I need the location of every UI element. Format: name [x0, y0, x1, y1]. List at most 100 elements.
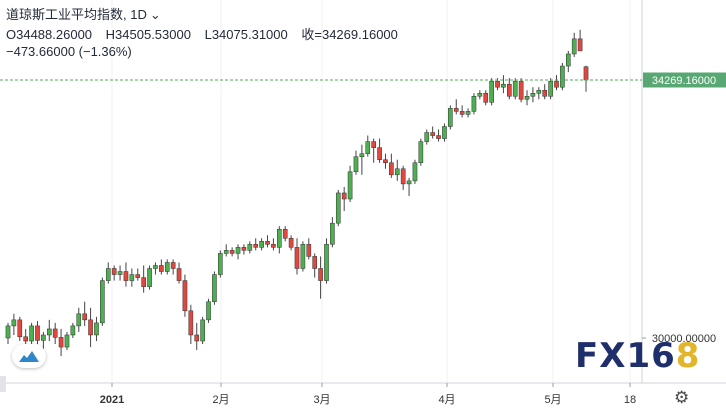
candle-body: [477, 92, 483, 97]
candle-body: [64, 334, 70, 348]
candle-body: [52, 328, 58, 338]
candle-body: [330, 222, 335, 245]
candle-body: [512, 80, 518, 97]
candle-body: [389, 162, 394, 176]
candle-body: [105, 268, 111, 281]
candle-body: [418, 141, 424, 163]
candle-body: [29, 325, 34, 342]
candle-body: [347, 171, 353, 200]
legend-title: 道琼斯工业平均指数, 1D ⌄: [6, 4, 161, 23]
candle-body: [117, 271, 123, 275]
candle-body: [436, 135, 441, 139]
candle-body: [111, 268, 117, 275]
candle-body: [548, 80, 553, 97]
candle-body: [11, 319, 17, 327]
candle-body: [135, 274, 141, 278]
y-axis-ticks: 30000.00000: [642, 333, 716, 345]
last-price-tag: [643, 72, 726, 88]
fx168-watermark: FX168: [575, 336, 700, 376]
candle-body: [35, 325, 40, 341]
candle-body: [312, 256, 318, 269]
x-tick-label: 2021: [100, 394, 124, 406]
x-tick-label: 5月: [544, 394, 561, 406]
candle-body: [253, 244, 259, 248]
candle-body: [377, 147, 382, 160]
cloud-icon: [19, 351, 39, 362]
candle-body: [524, 96, 530, 100]
candle-body: [324, 244, 329, 281]
candle-body: [495, 80, 500, 88]
high-value: H34505.53000: [105, 27, 191, 42]
interval-label[interactable]: , 1D: [123, 7, 147, 22]
candle-body: [70, 325, 76, 336]
change-value: −473.66000 (−1.36%): [6, 44, 132, 59]
candle-body: [218, 253, 223, 275]
candle-body: [483, 92, 489, 103]
close-value: 收=34269.16000: [301, 27, 398, 42]
candle-body: [82, 313, 87, 321]
candle-body: [188, 310, 194, 336]
candle-body: [206, 301, 211, 321]
candle-body: [164, 262, 170, 272]
candles: [5, 29, 589, 357]
candle-body: [501, 83, 506, 88]
candle-body: [265, 241, 270, 245]
candle-body: [247, 244, 253, 251]
x-tick-label: 3月: [313, 394, 330, 406]
candle-body: [123, 271, 129, 281]
candle-body: [448, 108, 453, 127]
candle-body: [335, 192, 341, 224]
candle-body: [141, 277, 146, 287]
candle-body: [577, 38, 583, 52]
open-value: O34488.26000: [6, 27, 93, 42]
ohlc-values: O34488.26000 H34505.53000 L34075.31000 收…: [6, 24, 398, 43]
logo-button[interactable]: [12, 344, 46, 368]
candle-body: [318, 268, 323, 281]
watermark-text: FX16: [575, 336, 676, 376]
candle-body: [341, 192, 347, 200]
last-price-label: 34269.16000: [652, 75, 716, 87]
candle-body: [94, 322, 99, 336]
candle-body: [153, 265, 158, 269]
candle-body: [23, 336, 29, 342]
candle-body: [518, 80, 524, 100]
candle-body: [88, 319, 93, 336]
candle-body: [17, 319, 23, 338]
candle-body: [235, 247, 241, 254]
candle-body: [383, 159, 388, 163]
watermark-highlight: 8: [675, 336, 701, 376]
candle-body: [471, 96, 477, 112]
y-tick-label: 30000.00000: [652, 333, 716, 345]
vertical-grid: [111, 0, 631, 383]
chevron-down-icon[interactable]: ⌄: [149, 7, 161, 22]
candle-body: [583, 66, 589, 81]
candle-body: [176, 268, 182, 281]
candle-body: [76, 313, 82, 327]
candle-body: [406, 180, 412, 185]
candle-body: [300, 244, 306, 269]
candle-body: [571, 38, 577, 55]
candle-body: [288, 238, 294, 248]
candle-body: [276, 228, 282, 248]
candle-body: [194, 334, 200, 342]
candle-body: [170, 262, 176, 269]
low-value: L34075.31000: [204, 27, 288, 42]
gear-icon[interactable]: ⚙: [674, 388, 690, 408]
candle-body: [282, 228, 288, 239]
candle-body: [129, 274, 135, 281]
candle-body: [560, 65, 565, 88]
scroll-handle[interactable]: [0, 376, 6, 392]
candle-body: [271, 244, 276, 248]
candle-body: [542, 89, 548, 97]
candle-body: [200, 319, 205, 342]
candle-body: [212, 274, 217, 302]
candle-body: [159, 265, 164, 272]
candle-body: [223, 250, 229, 254]
candle-body: [259, 241, 264, 248]
candle-body: [182, 280, 188, 312]
candle-body: [530, 92, 536, 97]
candle-body: [353, 156, 359, 173]
candle-body: [241, 247, 247, 251]
candle-body: [41, 334, 46, 341]
